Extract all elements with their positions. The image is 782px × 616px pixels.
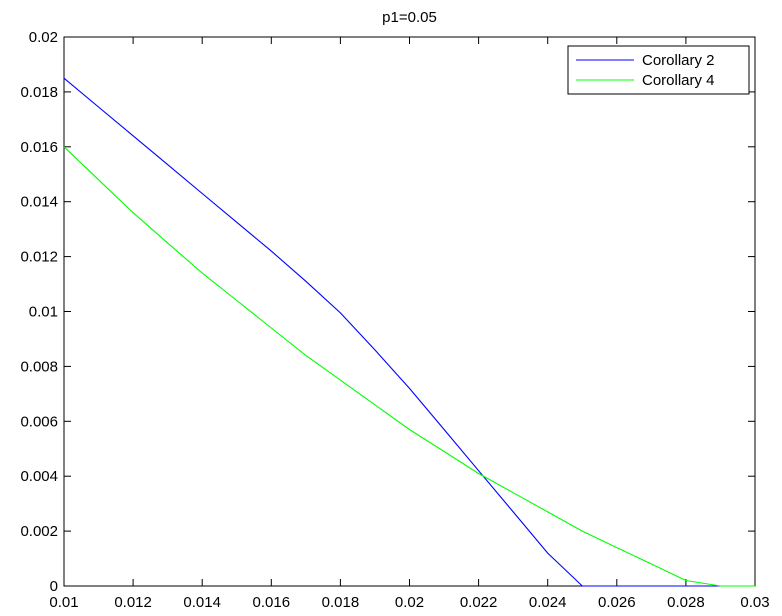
x-tick-label: 0.014 [183, 594, 221, 611]
series-line-1 [63, 77, 755, 587]
x-tick-label: 0.026 [598, 594, 636, 611]
series-line-2 [63, 146, 755, 587]
legend-label: Corollary 4 [642, 72, 715, 89]
x-tick-label: 0.016 [253, 594, 291, 611]
legend-box [567, 45, 750, 95]
y-tick-label: 0.016 [20, 139, 58, 156]
x-tick-label: 0.022 [460, 594, 498, 611]
x-axis-tick-labels: 0.01 0.012 0.014 0.016 0.018 0.02 0.022 0.024 0.… [49, 594, 769, 611]
y-tick-label: 0.012 [20, 249, 58, 266]
y-tick-label: 0.002 [20, 523, 58, 540]
legend-label: Corollary 2 [642, 52, 715, 69]
x-tick-label: 0.024 [529, 594, 567, 611]
y-tick-label: 0.014 [20, 194, 58, 211]
chart-title: p1=0.05 [382, 9, 437, 26]
y-tick-label: 0.01 [29, 304, 58, 321]
plot-frame [63, 36, 756, 587]
x-tick-label: 0.03 [740, 594, 769, 611]
y-tick-label: 0.018 [20, 84, 58, 101]
y-tick-label: 0.02 [29, 29, 58, 46]
y-axis-tick-labels: 0 0.002 0.004 0.006 0.008 0.01 0.012 0.014 0.016… [20, 29, 58, 595]
x-tick-label: 0.02 [395, 594, 424, 611]
x-tick-label: 0.01 [49, 594, 78, 611]
x-tick-label: 0.018 [322, 594, 360, 611]
axis-ticks [63, 36, 756, 587]
x-tick-label: 0.028 [667, 594, 705, 611]
legend: Corollary 2 Corollary 4 [567, 45, 750, 95]
series-lines [63, 77, 755, 587]
x-tick-label: 0.012 [114, 594, 152, 611]
y-tick-label: 0 [50, 578, 58, 595]
y-tick-label: 0.008 [20, 358, 58, 375]
y-tick-label: 0.004 [20, 468, 58, 485]
y-tick-label: 0.006 [20, 413, 58, 430]
